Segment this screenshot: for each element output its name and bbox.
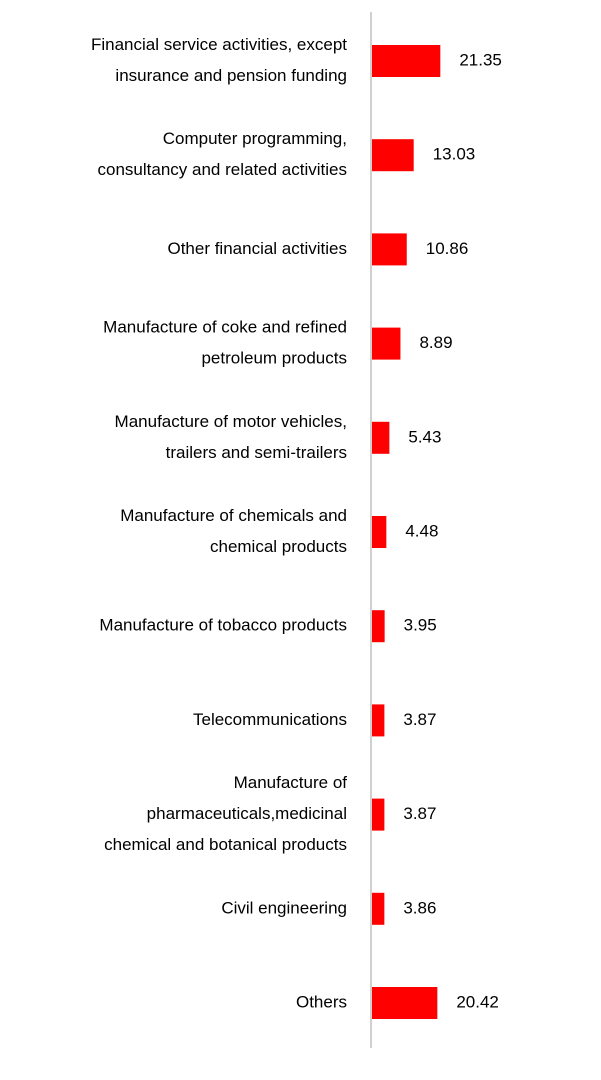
category-label-line: Others [296,992,347,1011]
category-label-line: chemical and botanical products [104,835,347,854]
category-label: Manufacture of coke and refined petroleum… [103,318,347,368]
category-label: Manufacture of pharmaceuticals,medicinal c… [104,773,347,854]
category-label-line: insurance and pension funding [115,66,347,85]
category-label-line: Telecommunications [193,710,347,729]
bar [372,327,401,360]
value-label: 3.87 [403,804,436,823]
category-label-line: petroleum products [201,349,347,368]
bar [372,45,441,77]
category-label: Manufacture of chemicals and chemical pro… [120,506,347,556]
bar [372,704,385,737]
category-labels-group: Financial service activities, except insu… [91,35,347,1012]
category-label-line: Civil engineering [221,898,347,917]
category-label-line: chemical products [210,537,347,556]
category-label-line: Manufacture of [234,773,348,792]
category-label-line: trailers and semi-trailers [166,443,347,462]
bar [372,892,385,925]
category-label-line: Other financial activities [167,239,347,258]
bar [372,987,438,1019]
category-label-line: consultancy and related activities [98,160,347,179]
category-label: Computer programming, consultancy and rel… [98,129,347,179]
category-label-line: Computer programming, [163,129,347,148]
bar [372,798,385,831]
category-label: Manufacture of tobacco products [99,616,347,635]
value-label: 21.35 [459,50,502,69]
category-label: Financial service activities, except insu… [91,35,347,85]
category-label-line: Manufacture of tobacco products [99,616,347,635]
value-label: 3.87 [403,710,436,729]
bar [372,421,390,454]
bar [372,610,385,643]
category-label-line: pharmaceuticals,medicinal [147,804,347,823]
value-label: 20.42 [456,992,499,1011]
category-label: Telecommunications [193,710,347,729]
value-label: 13.03 [433,145,476,164]
category-label: Civil engineering [221,898,347,917]
category-label-line: Manufacture of motor vehicles, [115,412,347,431]
value-label: 4.48 [405,521,438,540]
value-label: 3.86 [403,898,436,917]
value-label: 5.43 [408,427,441,446]
category-label: Others [296,992,347,1011]
category-label-line: Manufacture of chemicals and [120,506,347,525]
category-label: Manufacture of motor vehicles, trailers a… [115,412,347,462]
value-label: 3.95 [404,616,437,635]
bar [372,139,414,172]
bar [372,233,407,266]
value-labels-group: 21.35 13.03 10.86 8.89 5.43 4.48 3.95 3.87 3.87 3… [403,50,502,1011]
value-label: 8.89 [419,333,452,352]
bar [372,516,387,548]
category-label-line: Manufacture of coke and refined [103,318,347,337]
value-label: 10.86 [426,239,469,258]
bars-group [372,45,441,1019]
category-label-line: Financial service activities, except [91,35,347,54]
category-label: Other financial activities [167,239,347,258]
